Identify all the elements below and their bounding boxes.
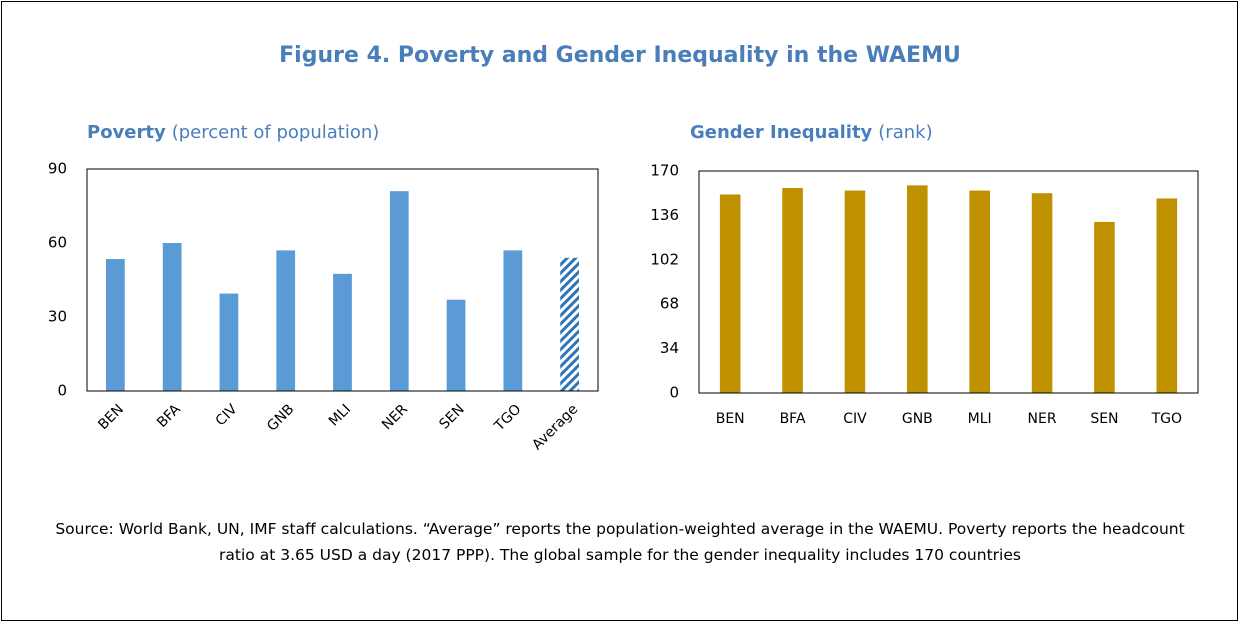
x-tick-label: NER [1028,411,1057,427]
bar [719,194,741,393]
bar [560,257,579,391]
bar [219,293,239,391]
bar [782,187,803,393]
y-tick-label: 68 [660,295,679,313]
y-tick-label: 170 [650,162,679,180]
x-tick-label: MLI [968,411,992,427]
chart-subtitle: (rank) [878,122,932,143]
bar [446,299,466,391]
bar [907,185,928,393]
x-tick-label: GNB [264,401,297,434]
y-tick-label: 90 [48,160,67,178]
bar [276,250,296,391]
bar [162,243,182,391]
chart-title-group: Poverty (percent of population) [87,122,379,143]
x-tick-label: TGO [1151,411,1182,427]
bar [503,250,523,391]
bar [333,273,352,391]
x-tick-label: CIV [213,401,241,429]
x-tick-label: Average [529,401,581,453]
bar [1094,221,1115,393]
y-tick-label: 60 [48,234,67,252]
y-tick-label: 0 [669,384,679,402]
y-tick-label: 102 [650,250,679,268]
x-tick-label: BEN [716,411,745,427]
y-tick-label: 34 [660,339,679,357]
chart-title: Gender Inequality [690,122,873,143]
x-tick-label: BEN [95,401,127,433]
x-tick-label: TGO [491,401,525,435]
plot-frame [86,168,599,392]
source-note: Source: World Bank, UN, IMF staff calcul… [55,520,1185,564]
x-tick-label: GNB [902,411,933,427]
x-tick-label: MLI [326,401,354,429]
y-tick-label: 0 [57,382,67,400]
figure-title: Figure 4. Poverty and Gender Inequality … [279,43,961,68]
bar [389,191,409,391]
chart-title: Poverty [87,122,166,143]
bar [106,259,125,391]
bar [1031,193,1053,393]
bar [969,190,990,393]
x-tick-label: SEN [1090,411,1118,427]
x-tick-label: CIV [843,411,867,427]
x-tick-label: NER [379,401,411,433]
x-tick-label: BFA [780,411,806,427]
y-tick-label: 136 [650,206,679,224]
chart-title-group: Gender Inequality (rank) [690,122,933,143]
plot-frame [698,170,1199,394]
bar [844,190,866,393]
chart: Figure 4. Poverty and Gender Inequality … [48,43,1199,453]
y-tick-label: 30 [48,308,67,326]
chart-subtitle: (percent of population) [172,122,380,143]
bar [1156,198,1178,393]
x-tick-label: BFA [154,401,184,431]
x-tick-label: SEN [436,401,467,432]
